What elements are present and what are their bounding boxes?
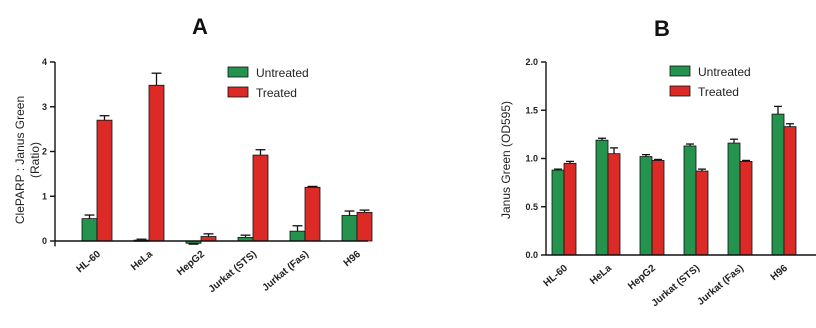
panel-b-y-tick-label: 2.0: [525, 57, 538, 67]
panel-b-legend-swatch-treated: [669, 85, 691, 97]
panel-a-bar-untreated: [81, 218, 98, 242]
panel-a-y-axis-label-line-1: ClePARP : Janus Green: [13, 96, 27, 224]
panel-b-category-label: HL-60: [542, 263, 571, 290]
panel-a-axes: [54, 62, 368, 247]
panel-b-y-tick-label: 0.5: [525, 202, 538, 212]
panel-a-bar-treated: [148, 84, 165, 242]
panel-a-legend-swatch-treated: [227, 86, 249, 98]
panel-b-bar-treated: [607, 153, 621, 256]
panel-b-category-label: Jurkat (Fas): [695, 263, 745, 308]
panel-a-y-tick-label: 3: [42, 102, 47, 112]
panel-a-category-label: HL-60: [75, 249, 104, 276]
panel-b-bar-untreated: [551, 169, 565, 256]
panel-a-title: A: [192, 14, 208, 39]
panel-a-legend-swatch-untreated: [227, 66, 249, 78]
panel-a-y-tick-label: 2: [42, 147, 47, 157]
panel-a-y-ticks: 0 1 2 3 4: [42, 57, 55, 246]
panel-b-y-ticks: 0.0 0.5 1.0 1.5 2.0: [525, 57, 546, 260]
panel-b-bar-treated: [563, 162, 577, 256]
panel-a-bar-untreated: [341, 215, 358, 242]
chart-panel-b: B Janus Green (OD595) 0.0 0.5 1.0 1.5 2.0 HL…: [499, 16, 816, 309]
panel-b-y-axis-label: Janus Green (OD595): [499, 101, 513, 219]
panel-b-y-tick-label: 1.5: [525, 105, 538, 115]
panel-a-category-label: HeLa: [129, 249, 155, 273]
panel-b-category-label: H96: [769, 263, 790, 284]
panel-a-y-axis-label-line-2: (Ratio): [28, 142, 42, 178]
panel-b-bar-untreated: [727, 142, 741, 256]
panel-a-y-axis-label: ClePARP : Janus Green (Ratio): [13, 96, 42, 224]
panel-b-y-tick-label: 1.0: [525, 154, 538, 164]
chart-panel-a: A ClePARP : Janus Green (Ratio) 0 1 2 3 4 HL…: [13, 14, 373, 296]
panel-a-bar-treated: [356, 211, 373, 242]
panel-a-y-tick-label: 1: [42, 191, 47, 201]
panel-b-bar-treated: [695, 170, 709, 256]
panel-b-legend: Untreated Treated: [669, 65, 751, 99]
panel-b-y-axis-label-line-1: Janus Green (OD595): [499, 101, 513, 219]
panel-a-category-label: Jurkat (STS): [207, 249, 259, 295]
panel-b-bar-untreated: [639, 156, 653, 256]
panel-a-bar-treated: [304, 186, 321, 242]
panel-b-bar-treated: [783, 126, 797, 256]
panel-b-bar-untreated: [771, 113, 785, 256]
panel-a-legend: Untreated Treated: [227, 66, 309, 100]
panel-b-category-label: HeLa: [588, 263, 614, 287]
panel-b-category-label: Jurkat (STS): [650, 263, 702, 309]
panel-b-bar-untreated: [595, 139, 609, 256]
panel-a-category-label: H96: [342, 249, 363, 270]
panel-a-bar-treated: [252, 154, 269, 242]
panel-b-category-label: HepG2: [626, 263, 658, 292]
panel-b-legend-label-treated: Treated: [698, 85, 739, 99]
panel-b-bars: [551, 105, 797, 256]
panel-a-legend-label-treated: Treated: [256, 86, 297, 100]
panel-b-legend-label-untreated: Untreated: [698, 65, 751, 79]
panel-b-legend-swatch-untreated: [669, 65, 691, 77]
panel-b-title: B: [654, 16, 670, 41]
panel-a-legend-label-untreated: Untreated: [256, 66, 309, 80]
panel-b-bar-treated: [651, 160, 665, 256]
panel-a-bars: [81, 72, 373, 245]
panel-b-axes: [545, 62, 816, 256]
panel-a-category-label: Jurkat (Fas): [260, 249, 310, 294]
panel-b-bar-untreated: [683, 145, 697, 256]
panel-a-y-tick-label: 4: [42, 57, 47, 67]
panel-b-bar-treated: [739, 160, 753, 256]
panel-a-category-labels: HL-60 HeLa HepG2 Jurkat (STS) Jurkat (Fas) H9…: [75, 249, 364, 296]
panel-b-y-tick-label: 0.0: [525, 250, 538, 260]
panel-a-y-tick-label: 0: [42, 236, 47, 246]
panel-a-category-label: HepG2: [175, 249, 207, 278]
panel-a-bar-treated: [96, 119, 113, 242]
panel-a-bar-untreated: [289, 230, 306, 242]
